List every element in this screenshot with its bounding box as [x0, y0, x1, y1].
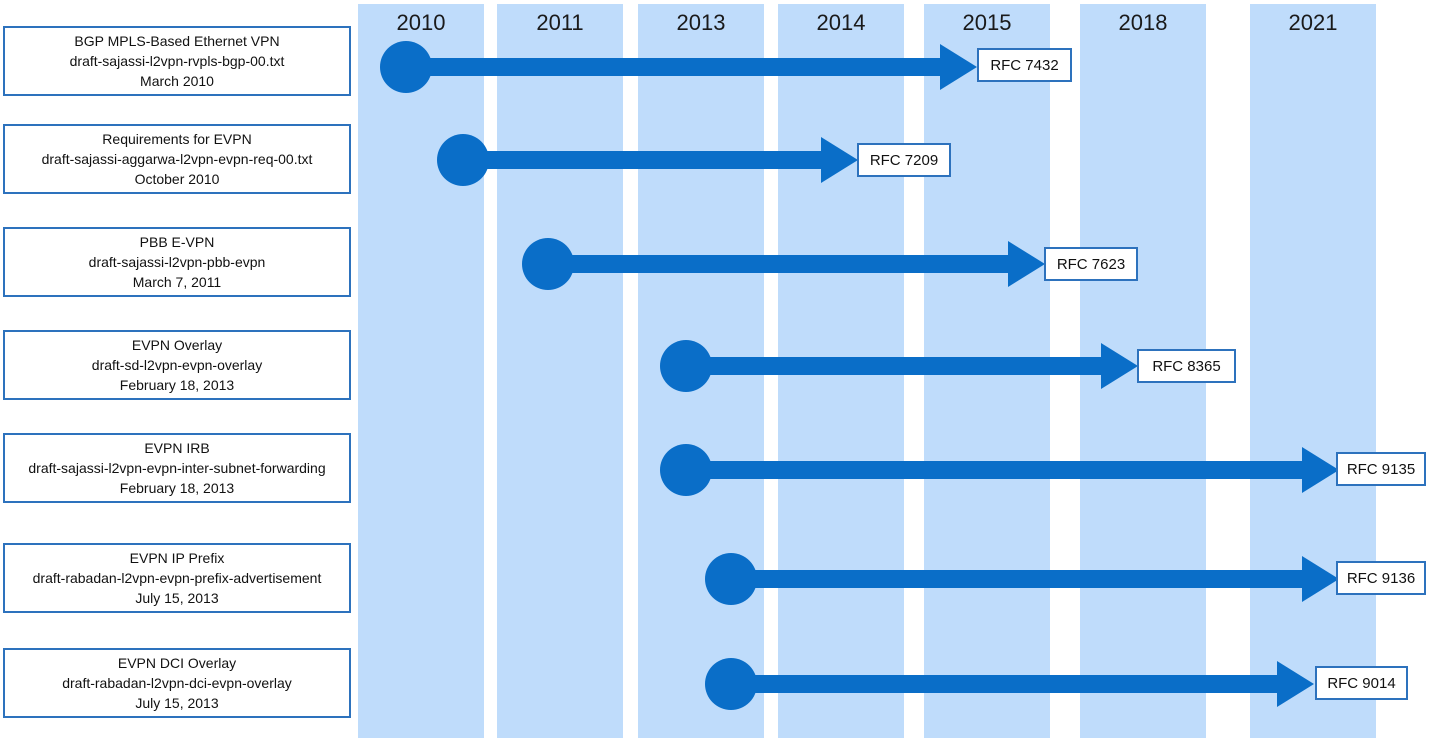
draft-filename: draft-rabadan-l2vpn-evpn-prefix-advertis… — [32, 570, 322, 586]
draft-filename: draft-sajassi-l2vpn-pbb-evpn — [88, 254, 266, 270]
arrow-shaft — [686, 461, 1304, 479]
arrow-shaft — [686, 357, 1103, 375]
draft-title: PBB E-VPN — [139, 234, 215, 250]
year-column-2010 — [358, 4, 484, 738]
arrow-head — [1302, 447, 1339, 493]
year-label: 2014 — [816, 10, 866, 35]
rfc-box: RFC 7623 — [1044, 247, 1138, 281]
arrow-shaft — [463, 151, 823, 169]
draft-title: EVPN IP Prefix — [129, 550, 225, 566]
draft-box-evpn-ip-prefix: EVPN IP Prefix draft-rabadan-l2vpn-evpn-… — [3, 543, 351, 613]
arrow-head — [1277, 661, 1314, 707]
year-label: 2013 — [676, 10, 726, 35]
draft-date: October 2010 — [134, 171, 220, 187]
draft-date: July 15, 2013 — [135, 695, 219, 711]
arrow-head — [940, 44, 977, 90]
year-label: 2011 — [536, 10, 584, 35]
arrow-head — [1008, 241, 1045, 287]
arrow-shaft — [731, 570, 1304, 588]
draft-title: BGP MPLS-Based Ethernet VPN — [74, 33, 280, 49]
year-label: 2010 — [396, 10, 446, 35]
rfc-box: RFC 9136 — [1336, 561, 1426, 595]
draft-date: March 2010 — [140, 73, 214, 89]
arrow-evpn-ip-prefix — [705, 553, 1339, 605]
draft-date: February 18, 2013 — [119, 377, 235, 393]
rfc-box: RFC 9135 — [1336, 452, 1426, 486]
arrow-evpn-overlay — [660, 340, 1138, 392]
draft-filename: draft-sd-l2vpn-evpn-overlay — [91, 357, 263, 373]
arrow-shaft — [406, 58, 942, 76]
draft-box-evpn-overlay: EVPN Overlay draft-sd-l2vpn-evpn-overlay… — [3, 330, 351, 400]
arrow-shaft — [548, 255, 1010, 273]
draft-filename: draft-sajassi-l2vpn-rvpls-bgp-00.txt — [69, 53, 285, 69]
arrow-head — [821, 137, 858, 183]
rfc-box: RFC 8365 — [1137, 349, 1236, 383]
draft-box-pbb-evpn: PBB E-VPN draft-sajassi-l2vpn-pbb-evpn M… — [3, 227, 351, 297]
arrow-bgp-mpls-evpn — [380, 41, 977, 93]
draft-title: EVPN IRB — [144, 440, 210, 456]
draft-box-evpn-irb: EVPN IRB draft-sajassi-l2vpn-evpn-inter-… — [3, 433, 351, 503]
arrow-head — [1302, 556, 1339, 602]
rfc-box: RFC 9014 — [1315, 666, 1408, 700]
year-label: 2018 — [1118, 10, 1168, 35]
draft-title: EVPN Overlay — [131, 337, 223, 353]
arrow-shaft — [731, 675, 1279, 693]
draft-box-evpn-dci-overlay: EVPN DCI Overlay draft-rabadan-l2vpn-dci… — [3, 648, 351, 718]
rfc-box: RFC 7209 — [857, 143, 951, 177]
arrow-evpn-irb — [660, 444, 1339, 496]
year-column-2011 — [497, 4, 623, 738]
draft-box-bgp-mpls-evpn: BGP MPLS-Based Ethernet VPN draft-sajass… — [3, 26, 351, 96]
draft-filename: draft-sajassi-l2vpn-evpn-inter-subnet-fo… — [28, 460, 326, 476]
draft-filename: draft-sajassi-aggarwa-l2vpn-evpn-req-00.… — [41, 151, 313, 167]
draft-box-evpn-requirements: Requirements for EVPN draft-sajassi-agga… — [3, 124, 351, 194]
year-column-2021 — [1250, 4, 1376, 738]
draft-filename: draft-rabadan-l2vpn-dci-evpn-overlay — [62, 675, 292, 691]
arrow-pbb-evpn — [522, 238, 1045, 290]
arrow-evpn-dci-overlay — [705, 658, 1314, 710]
draft-date: July 15, 2013 — [135, 590, 219, 606]
year-label: 2015 — [962, 10, 1012, 35]
arrow-head — [1101, 343, 1138, 389]
draft-date: February 18, 2013 — [119, 480, 235, 496]
year-label: 2021 — [1288, 10, 1338, 35]
draft-title: Requirements for EVPN — [102, 131, 252, 147]
draft-title: EVPN DCI Overlay — [117, 655, 237, 671]
rfc-box: RFC 7432 — [977, 48, 1072, 82]
draft-date: March 7, 2011 — [132, 274, 222, 290]
arrow-evpn-requirements — [437, 134, 858, 186]
